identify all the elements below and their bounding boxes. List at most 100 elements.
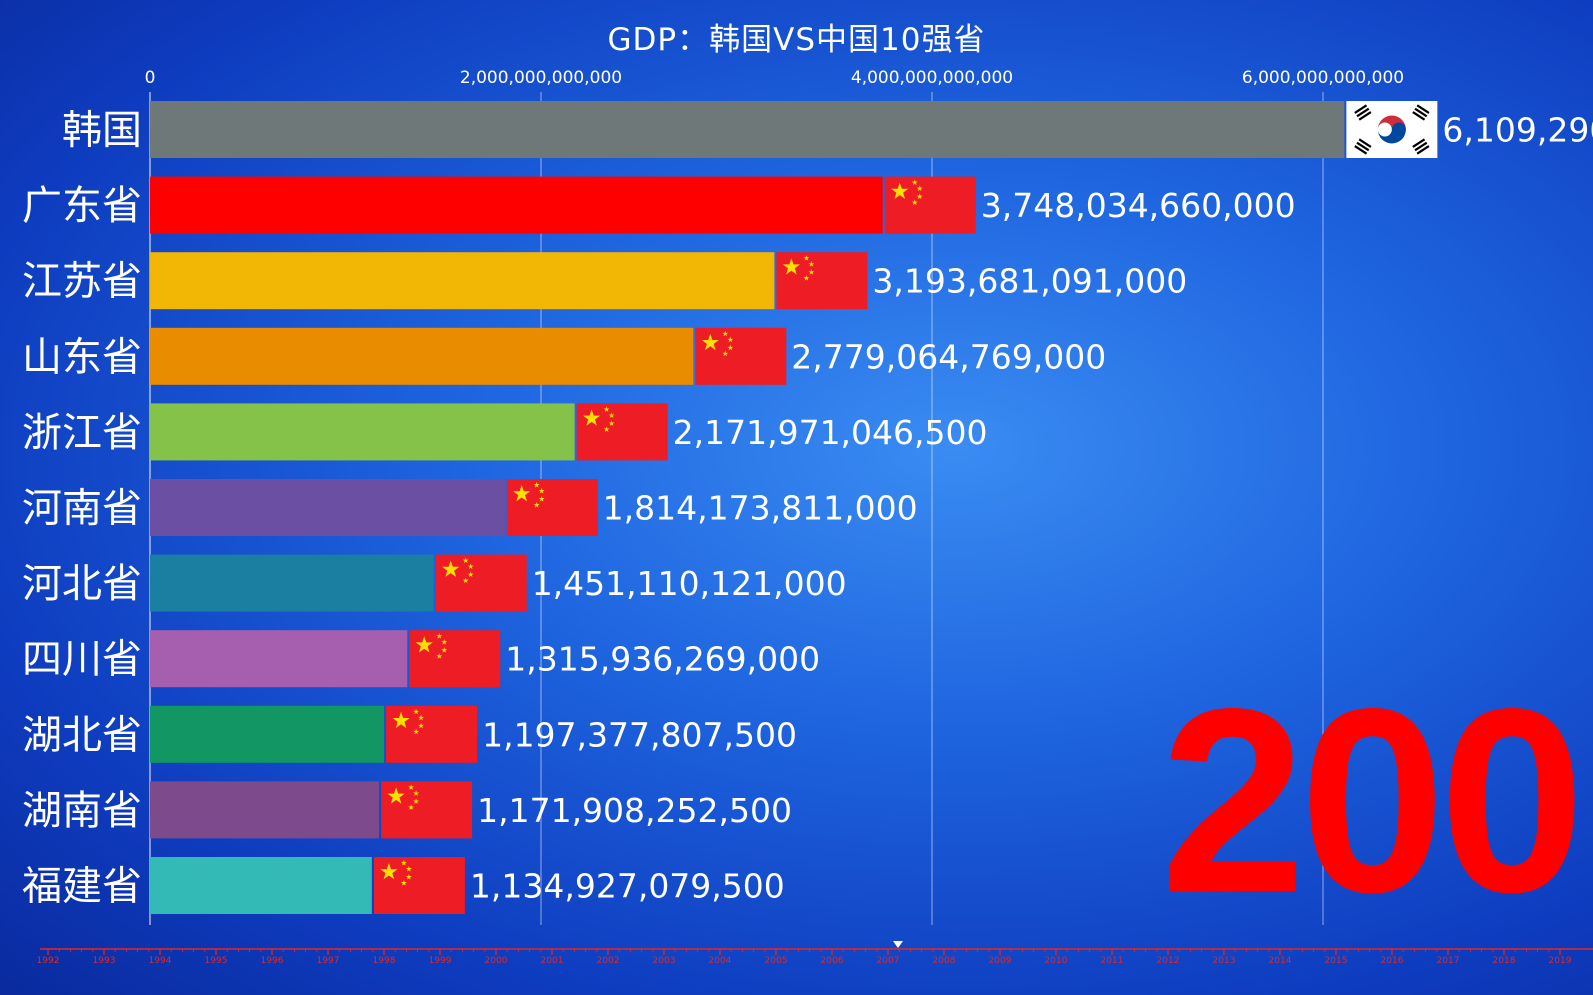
timeline-year-label: 1997 <box>317 956 340 966</box>
timeline-year-label: 1996 <box>261 956 284 966</box>
kr-flag-trigram <box>1414 141 1428 152</box>
bar-category-label: 河南省 <box>22 486 142 532</box>
bar-value-label: 2,779,064,769,000 <box>791 337 1106 376</box>
timeline-year-label: 2005 <box>765 956 788 966</box>
timeline-year-label: 2019 <box>1549 956 1572 966</box>
kr-flag-trigram <box>1412 138 1426 148</box>
bar <box>150 781 380 839</box>
timeline-year-label: 1993 <box>93 956 116 966</box>
bar-category-label: 湖南省 <box>22 788 142 834</box>
bar <box>150 630 408 688</box>
timeline-year-label: 2002 <box>597 956 620 966</box>
bar-category-label: 江苏省 <box>22 259 142 305</box>
x-tick-label: 4,000,000,000,000 <box>851 68 1013 88</box>
bar-row: 湖北省 1,197,377,807,500 <box>22 705 797 763</box>
bar-row: 福建省 1,134,927,079,500 <box>22 857 785 914</box>
timeline-year-label: 2010 <box>1045 956 1068 966</box>
bar <box>150 479 505 536</box>
kr-flag-trigram <box>1356 107 1370 118</box>
cn-flag-icon <box>381 781 473 839</box>
bar <box>150 705 385 763</box>
bar-row: 河北省 1,451,110,121,000 <box>22 554 847 612</box>
bar-value-label: 1,451,110,121,000 <box>532 564 847 603</box>
kr-flag-trigram <box>1412 111 1426 121</box>
timeline-year-label: 2000 <box>485 956 508 966</box>
bar-row: 浙江省 2,171,971,046,500 <box>22 403 988 461</box>
bar <box>150 327 694 385</box>
bar-row: 河南省 1,814,173,811,000 <box>22 479 918 536</box>
bar-category-label: 四川省 <box>22 637 142 683</box>
cn-flag-icon <box>409 630 501 688</box>
bar-category-label: 福建省 <box>22 864 142 910</box>
cn-flag-icon <box>435 554 527 612</box>
kr-flag-trigram <box>1354 145 1368 155</box>
bar-value-label: 3,748,034,660,000 <box>981 186 1296 225</box>
timeline-year-label: 1992 <box>37 956 60 966</box>
cn-flag-icon <box>776 252 868 310</box>
bars: 韩国 6,109,290 广东省 3,748,034,660,000 江苏省 3,193,… <box>22 101 1593 914</box>
bar-row: 湖南省 1,171,908,252,500 <box>22 781 792 839</box>
bar-category-label: 湖北省 <box>22 712 142 758</box>
bar-category-label: 河北省 <box>22 561 142 607</box>
cn-flag-icon <box>695 327 787 385</box>
bar-category-label: 山东省 <box>22 334 142 380</box>
cn-flag-icon <box>373 857 465 914</box>
bar-value-label: 1,814,173,811,000 <box>603 489 918 528</box>
bar-row: 广东省 3,748,034,660,000 <box>22 176 1296 234</box>
bar-value-label: 6,109,290 <box>1442 111 1593 150</box>
x-tick-label: 0 <box>145 68 156 88</box>
timeline-year-label: 2013 <box>1213 956 1236 966</box>
x-tick-label: 2,000,000,000,000 <box>460 68 622 88</box>
bar-value-label: 3,193,681,091,000 <box>872 262 1187 301</box>
timeline-year-label: 1998 <box>373 956 396 966</box>
bar-value-label: 1,197,377,807,500 <box>482 715 797 754</box>
timeline-slider[interactable]: 1992 1993 1994 1995 1996 1997 1998 1999 2000 2001… <box>37 941 1593 966</box>
bar <box>150 403 575 461</box>
bar-value-label: 2,171,971,046,500 <box>673 413 988 452</box>
timeline-year-label: 2017 <box>1437 956 1460 966</box>
timeline-year-label: 2003 <box>653 956 676 966</box>
kr-flag-trigram <box>1358 111 1372 121</box>
timeline-year-label: 1994 <box>149 956 172 966</box>
timeline-year-label: 2018 <box>1493 956 1516 966</box>
bar-value-label: 1,134,927,079,500 <box>470 867 785 906</box>
kr-flag-trigram <box>1356 141 1370 152</box>
bar-row: 四川省 1,315,936,269,000 <box>22 630 820 688</box>
x-axis-ticks: 0 2,000,000,000,000 4,000,000,000,000 6,000… <box>145 68 1405 88</box>
timeline-year-label: 2015 <box>1325 956 1348 966</box>
bar-value-label: 1,171,908,252,500 <box>477 791 792 830</box>
kr-flag-trigram <box>1354 104 1368 114</box>
kr-flag-trigram <box>1414 107 1428 118</box>
cn-flag-icon <box>506 479 598 536</box>
kr-flag-trigram <box>1358 138 1372 148</box>
bar-category-label: 韩国 <box>62 108 142 154</box>
timeline-year-label: 2006 <box>821 956 844 966</box>
bar <box>150 176 883 234</box>
timeline-year-label: 2014 <box>1269 956 1292 966</box>
timeline-handle <box>893 941 903 948</box>
timeline-year-label: 2004 <box>709 956 732 966</box>
kr-flag-taeguk-blue <box>1377 122 1406 144</box>
bar-row: 韩国 6,109,290 <box>62 101 1593 158</box>
x-tick-label: 6,000,000,000,000 <box>1242 68 1404 88</box>
bar-row: 江苏省 3,193,681,091,000 <box>22 252 1187 310</box>
bar <box>150 101 1345 158</box>
bar <box>150 857 372 914</box>
bar <box>150 252 775 310</box>
kr-flag-trigram <box>1416 145 1430 155</box>
kr-flag-trigram <box>1416 104 1430 114</box>
timeline-year-label: 2011 <box>1101 956 1124 966</box>
timeline-year-label: 1999 <box>429 956 452 966</box>
cn-flag-icon <box>386 705 478 763</box>
timeline-year-label: 2016 <box>1381 956 1404 966</box>
bar-value-label: 1,315,936,269,000 <box>505 640 820 679</box>
chart-title: GDP：韩国VS中国10强省 <box>607 22 986 58</box>
timeline-year-label: 2008 <box>933 956 956 966</box>
bar-category-label: 广东省 <box>22 183 142 229</box>
timeline-year-label: 2009 <box>989 956 1012 966</box>
timeline-year-label: 1995 <box>205 956 228 966</box>
timeline-year-label: 2001 <box>541 956 564 966</box>
bar-category-label: 浙江省 <box>22 410 142 456</box>
timeline-year-label: 2012 <box>1157 956 1180 966</box>
